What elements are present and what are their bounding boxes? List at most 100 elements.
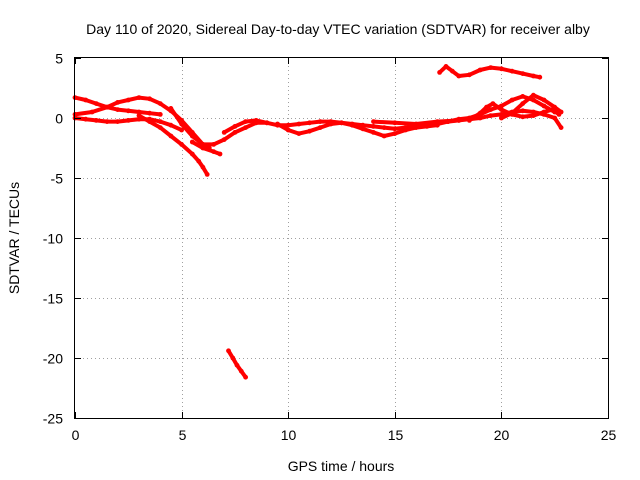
data-point <box>499 66 504 72</box>
x-tick-label: 20 <box>494 427 510 443</box>
data-point <box>520 108 526 114</box>
data-point <box>221 130 227 135</box>
data-point <box>317 119 323 124</box>
data-point <box>230 355 236 361</box>
y-tick-label: 0 <box>55 111 63 127</box>
plot-frame <box>74 57 609 419</box>
x-tick-label: 10 <box>281 427 297 443</box>
y-tick-label: 5 <box>55 51 63 67</box>
data-point <box>467 118 472 123</box>
x-tick-label: 15 <box>388 427 404 443</box>
data-point <box>531 113 536 118</box>
data-point <box>443 64 449 69</box>
data-point <box>520 114 526 120</box>
data-point <box>196 158 202 164</box>
data-point <box>381 125 387 130</box>
data-point <box>232 130 238 135</box>
data-point <box>238 368 244 374</box>
data-point <box>339 120 344 126</box>
data-point <box>392 120 398 126</box>
data-point <box>437 70 442 75</box>
data-point <box>499 107 504 112</box>
data-point <box>531 92 536 98</box>
data-point <box>317 125 323 130</box>
data-point <box>477 67 483 73</box>
data-point <box>168 133 174 139</box>
data-point <box>104 119 110 124</box>
data-point <box>328 121 334 127</box>
data-point <box>392 131 398 137</box>
data-point <box>115 107 120 112</box>
data-point <box>226 348 231 354</box>
data-point <box>243 374 249 380</box>
data-point <box>93 101 99 106</box>
data-point <box>253 118 259 123</box>
data-point <box>296 131 302 137</box>
data-point <box>531 73 536 79</box>
data-series <box>72 64 564 380</box>
data-point <box>211 149 217 155</box>
data-point <box>125 97 131 103</box>
data-point <box>509 68 515 74</box>
data-point <box>204 172 210 177</box>
data-point <box>488 107 494 112</box>
data-point <box>168 122 174 128</box>
series-arc-5 <box>168 106 269 147</box>
x-tick-label: 5 <box>179 427 187 443</box>
data-point <box>371 130 376 135</box>
data-point <box>499 115 504 121</box>
x-tick-label: 25 <box>601 427 617 443</box>
data-point <box>189 139 195 145</box>
data-point <box>403 127 408 133</box>
data-point <box>179 142 185 147</box>
data-point <box>147 96 153 102</box>
data-point <box>541 103 547 109</box>
data-point <box>157 119 163 124</box>
data-point <box>93 118 99 123</box>
data-point <box>456 73 462 79</box>
data-point <box>285 127 291 133</box>
data-point <box>381 133 387 139</box>
data-point <box>456 116 462 122</box>
data-point <box>136 113 142 118</box>
data-point <box>157 125 163 130</box>
data-point <box>541 109 547 115</box>
data-point <box>520 94 526 99</box>
data-point <box>413 121 419 127</box>
data-point <box>371 124 376 129</box>
data-point <box>147 110 153 116</box>
data-point <box>136 109 142 115</box>
data-point <box>349 122 355 128</box>
data-point <box>435 121 440 127</box>
data-point <box>509 97 515 103</box>
data-point <box>360 126 366 132</box>
data-point <box>424 124 430 129</box>
data-point <box>89 109 95 115</box>
data-point <box>115 119 120 124</box>
series-arc-6 <box>190 140 222 156</box>
data-point <box>490 101 496 106</box>
y-axis-label: SDTVAR / TECUs <box>6 182 22 294</box>
data-point <box>179 121 185 127</box>
data-point <box>552 104 558 110</box>
data-point <box>232 124 238 129</box>
data-point <box>168 106 174 111</box>
data-point <box>189 133 195 139</box>
data-point <box>104 104 110 110</box>
data-point <box>531 97 536 103</box>
data-point <box>477 110 483 116</box>
data-point <box>558 125 564 130</box>
data-point <box>157 112 163 117</box>
data-point <box>445 119 451 124</box>
data-point <box>243 119 249 124</box>
series-arc-10 <box>435 94 557 126</box>
data-point <box>520 101 526 106</box>
data-point <box>211 142 217 147</box>
data-point <box>413 125 419 130</box>
data-point <box>221 137 227 143</box>
data-point <box>234 362 240 368</box>
x-axis-label: GPS time / hours <box>288 458 395 474</box>
y-tick-label: -25 <box>43 411 63 427</box>
data-point <box>217 151 223 157</box>
x-tick-label: 0 <box>72 427 80 443</box>
